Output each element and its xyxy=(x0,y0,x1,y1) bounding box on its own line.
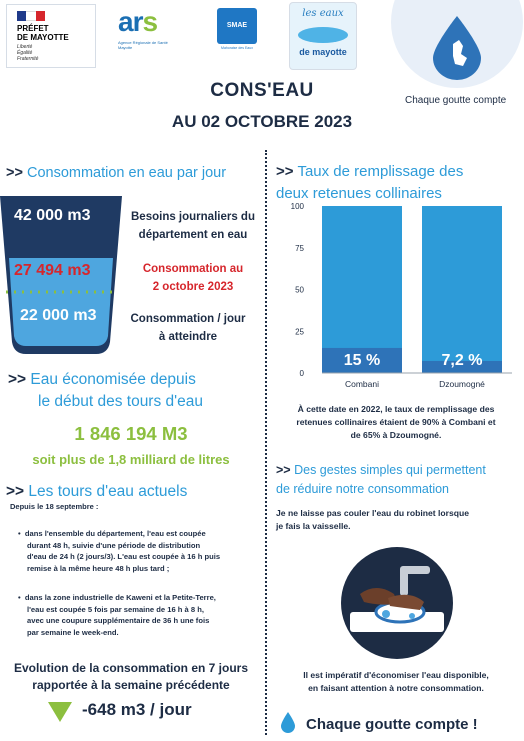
bar-background xyxy=(422,206,502,373)
eaux-logo-line2: de mayotte xyxy=(299,47,347,57)
water-drop-icon xyxy=(433,16,481,80)
smae-wordmark: SMAE xyxy=(217,8,257,44)
bar xyxy=(422,360,502,373)
taux-chart: 0 25 50 75 100 15 % Combani 7,2 % Dzoumogné xyxy=(291,202,512,389)
gestes-text: Je ne laisse pas couler l'eau du robinet… xyxy=(276,508,470,531)
bar-data-label: 15 % xyxy=(344,352,380,369)
page-subtitle: AU 02 OCTOBRE 2023 xyxy=(171,112,353,131)
consommation-title: >> Consommation en eau par jour xyxy=(6,165,227,181)
header-slogan: Chaque goutte compte xyxy=(405,95,507,106)
footer-slogan: Chaque goutte compte ! xyxy=(306,716,478,733)
besoins-label: Besoins journaliers du département en eau xyxy=(131,211,255,241)
eaux-de-mayotte-logo: les eaux de mayotte xyxy=(289,2,357,70)
ars-wordmark: ars xyxy=(118,6,158,37)
economisee-title: >> Eau économisée depuis le début des tou… xyxy=(8,371,203,410)
water-drop-icon-small xyxy=(281,712,295,733)
evolution-value: -648 m3 / jour xyxy=(82,700,192,719)
y-tick-label: 0 xyxy=(300,369,305,378)
bar-data-label: 7,2 % xyxy=(442,352,483,369)
taux-title: >> Taux de remplissage des deux retenues … xyxy=(276,163,464,202)
bar xyxy=(322,347,402,373)
prefet-logo: PRÉFET DE MAYOTTE Liberté Égalité Fraternit… xyxy=(6,4,96,68)
category-label: Dzoumogné xyxy=(439,379,485,389)
smae-subtitle: Mahoraise des Eaux xyxy=(221,46,253,50)
evolution-title: Evolution de la consommation en 7 jours r… xyxy=(13,661,249,692)
tours-bullet-1: • dans l'ensemble du département, l'eau … xyxy=(18,529,221,573)
y-tick-label: 75 xyxy=(295,244,304,253)
wave-icon xyxy=(298,27,348,43)
tours-since: Depuis le 18 septembre : xyxy=(10,502,99,511)
column-divider xyxy=(265,150,267,735)
drop-badge xyxy=(391,0,523,88)
smae-logo: SMAE Mahoraise des Eaux xyxy=(217,8,257,54)
page-title: CONS'EAU xyxy=(210,80,314,101)
besoins-value: 42 000 m3 xyxy=(14,207,91,224)
y-tick-label: 50 xyxy=(295,286,304,295)
cible-label: Consommation / jour à atteindre xyxy=(130,313,246,343)
prefet-name: PRÉFET DE MAYOTTE xyxy=(17,24,69,42)
eaux-logo-line1: les eaux xyxy=(302,8,344,19)
y-tick-label: 25 xyxy=(295,327,304,336)
prefet-motto: Liberté Égalité Fraternité xyxy=(17,44,39,62)
conso-value: 27 494 m3 xyxy=(14,262,91,279)
gestes-bottom: Il est impératif d'économiser l'eau disp… xyxy=(303,670,489,693)
water-glass-icon xyxy=(0,196,122,354)
y-tick-label: 100 xyxy=(291,202,305,211)
economisee-value: 1 846 194 M3 xyxy=(74,423,188,444)
category-label: Combani xyxy=(345,379,379,389)
cible-value: 22 000 m3 xyxy=(20,307,97,324)
economisee-sub: soit plus de 1,8 milliard de litres xyxy=(32,452,230,467)
tours-title: >> Les tours d'eau actuels xyxy=(6,483,188,500)
conso-label: Consommation au 2 octobre 2023 xyxy=(142,263,244,293)
taux-note: À cette date en 2022, le taux de remplis… xyxy=(296,404,496,440)
dishwashing-icon xyxy=(341,547,453,659)
bar-background xyxy=(322,206,402,373)
gestes-title: >> Des gestes simples qui permettent de r… xyxy=(276,463,486,496)
ars-subtitle: Agence Régionale de Santé Mayotte xyxy=(118,40,168,50)
tours-bullet-2: • dans la zone industrielle de Kaweni et… xyxy=(18,593,216,637)
down-arrow-icon xyxy=(48,702,72,722)
ars-logo: ars Agence Régionale de Santé Mayotte xyxy=(112,6,188,52)
french-flag-icon xyxy=(17,11,45,21)
